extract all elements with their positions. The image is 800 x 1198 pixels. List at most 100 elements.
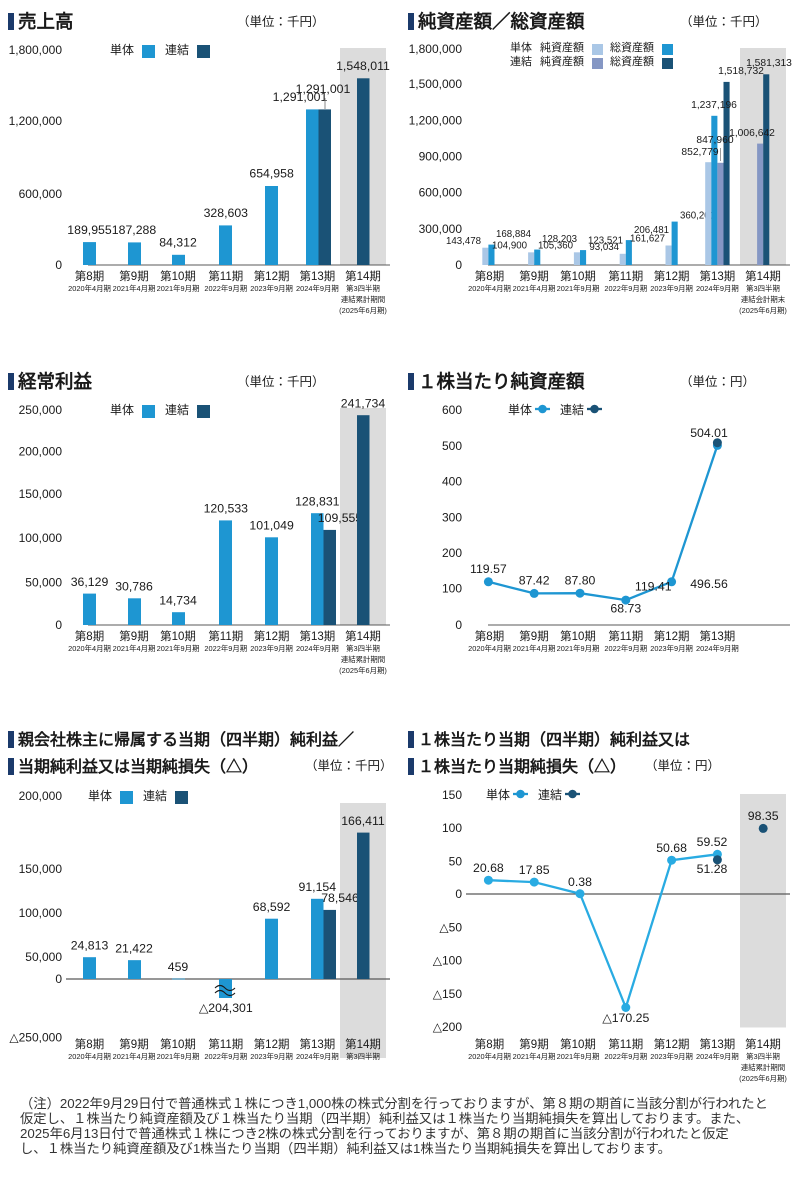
svg-text:単体: 単体	[510, 40, 532, 54]
svg-text:68,592: 68,592	[253, 900, 291, 914]
svg-text:第9期: 第9期	[519, 629, 548, 643]
svg-text:30,786: 30,786	[115, 580, 153, 594]
svg-text:連結会計期末: 連結会計期末	[741, 295, 786, 304]
svg-text:2022年9月期: 2022年9月期	[604, 1052, 647, 1061]
svg-text:第10期: 第10期	[560, 629, 596, 643]
svg-text:第12期: 第12期	[654, 1037, 690, 1051]
svg-text:100: 100	[442, 821, 462, 835]
svg-text:300,000: 300,000	[419, 222, 463, 236]
svg-text:68.73: 68.73	[610, 602, 641, 616]
svg-text:第14期: 第14期	[345, 269, 381, 283]
svg-text:第12期: 第12期	[254, 269, 290, 283]
svg-text:87.80: 87.80	[565, 574, 596, 588]
svg-text:(2025年6月期): (2025年6月期)	[339, 306, 387, 315]
svg-text:2023年9月期: 2023年9月期	[650, 1052, 693, 1061]
svg-text:250,000: 250,000	[19, 403, 63, 417]
svg-text:300: 300	[442, 510, 462, 524]
svg-text:第10期: 第10期	[560, 1037, 596, 1051]
svg-text:24,813: 24,813	[71, 939, 109, 953]
svg-text:第9期: 第9期	[519, 1037, 548, 1051]
svg-text:△204,301: △204,301	[199, 1001, 253, 1015]
svg-text:2022年9月期: 2022年9月期	[604, 284, 647, 293]
svg-text:単体: 単体	[88, 789, 112, 803]
svg-text:150: 150	[442, 788, 462, 802]
svg-text:0: 0	[455, 618, 462, 632]
svg-text:2022年9月期: 2022年9月期	[204, 1052, 247, 1061]
svg-text:(2025年6月期): (2025年6月期)	[739, 1074, 787, 1083]
svg-text:2024年9月期: 2024年9月期	[296, 644, 339, 653]
svg-text:第10期: 第10期	[160, 1037, 196, 1051]
svg-text:0: 0	[55, 618, 62, 632]
svg-text:第8期: 第8期	[75, 269, 104, 283]
svg-text:第3四半期: 第3四半期	[746, 1052, 780, 1061]
svg-text:第10期: 第10期	[160, 269, 196, 283]
svg-text:51.28: 51.28	[697, 862, 728, 876]
svg-text:第11期: 第11期	[608, 1037, 643, 1051]
svg-text:当期純利益又は当期純損失（△）: 当期純利益又は当期純損失（△）	[18, 757, 258, 776]
svg-text:0: 0	[455, 258, 462, 272]
svg-text:161,627: 161,627	[630, 234, 665, 245]
svg-text:第12期: 第12期	[654, 629, 690, 643]
svg-text:500: 500	[442, 439, 462, 453]
svg-text:2024年9月期: 2024年9月期	[696, 284, 739, 293]
svg-text:第3四半期: 第3四半期	[346, 1052, 380, 1061]
svg-text:（単位：円）: （単位：円）	[645, 759, 720, 773]
svg-text:第11期: 第11期	[208, 269, 243, 283]
svg-text:連結累計期間: 連結累計期間	[741, 1063, 785, 1072]
svg-text:241,734: 241,734	[341, 397, 386, 411]
svg-text:189,955: 189,955	[67, 223, 112, 237]
svg-text:純資産額／総資産額: 純資産額／総資産額	[417, 11, 585, 32]
svg-text:200,000: 200,000	[19, 789, 63, 803]
svg-text:119.41: 119.41	[635, 580, 672, 594]
svg-text:第13期: 第13期	[300, 629, 336, 643]
svg-text:1,548,011: 1,548,011	[336, 59, 390, 73]
svg-text:2021年4月期: 2021年4月期	[513, 284, 556, 293]
svg-text:第12期: 第12期	[254, 1037, 290, 1051]
svg-text:第13期: 第13期	[700, 629, 736, 643]
svg-text:第13期: 第13期	[700, 269, 736, 283]
svg-text:単体: 単体	[110, 43, 134, 57]
svg-text:2024年9月期: 2024年9月期	[696, 1052, 739, 1061]
svg-text:△170.25: △170.25	[602, 1011, 649, 1025]
svg-text:2024年9月期: 2024年9月期	[696, 644, 739, 653]
svg-text:104,900: 104,900	[492, 241, 528, 252]
svg-text:連結: 連結	[510, 54, 532, 68]
svg-text:連結: 連結	[165, 43, 189, 57]
svg-text:純資産額: 純資産額	[540, 40, 584, 54]
svg-text:第8期: 第8期	[75, 1037, 104, 1051]
svg-text:20.68: 20.68	[473, 861, 504, 875]
svg-text:第13期: 第13期	[300, 269, 336, 283]
svg-text:（単位：千円）: （単位：千円）	[305, 759, 393, 773]
svg-text:2020年4月期: 2020年4月期	[68, 644, 111, 653]
svg-text:600: 600	[442, 403, 462, 417]
svg-text:（単位：千円）: （単位：千円）	[237, 15, 325, 29]
svg-text:36,129: 36,129	[71, 575, 109, 589]
svg-text:93,034: 93,034	[589, 242, 619, 253]
svg-text:第12期: 第12期	[654, 269, 690, 283]
svg-text:2021年9月期: 2021年9月期	[557, 1052, 600, 1061]
svg-text:第8期: 第8期	[75, 629, 104, 643]
svg-text:1,237,196: 1,237,196	[691, 100, 737, 111]
svg-text:(2025年6月期): (2025年6月期)	[739, 306, 787, 315]
svg-text:連結: 連結	[538, 788, 562, 802]
svg-text:2023年9月期: 2023年9月期	[250, 644, 293, 653]
svg-text:128,831: 128,831	[295, 495, 340, 509]
svg-text:200: 200	[442, 546, 462, 560]
svg-text:連結: 連結	[143, 789, 167, 803]
svg-text:100,000: 100,000	[19, 906, 63, 920]
svg-text:１株当たり当期（四半期）純利益又は: １株当たり当期（四半期）純利益又は	[418, 730, 690, 749]
svg-text:87.42: 87.42	[519, 574, 550, 588]
svg-text:△250,000: △250,000	[9, 1031, 62, 1045]
svg-text:単体: 単体	[508, 403, 532, 417]
svg-text:459: 459	[168, 960, 189, 974]
svg-text:59.52: 59.52	[697, 835, 728, 849]
svg-text:2021年4月期: 2021年4月期	[513, 644, 556, 653]
svg-text:120,533: 120,533	[204, 502, 249, 516]
svg-text:１株当たり当期純損失（△）: １株当たり当期純損失（△）	[418, 757, 626, 776]
svg-text:第11期: 第11期	[208, 1037, 243, 1051]
svg-text:2021年9月期: 2021年9月期	[157, 284, 200, 293]
svg-text:2021年4月期: 2021年4月期	[113, 1052, 156, 1061]
svg-text:△100: △100	[433, 954, 463, 968]
svg-text:連結: 連結	[165, 403, 189, 417]
svg-text:1,581,313: 1,581,313	[746, 58, 792, 69]
